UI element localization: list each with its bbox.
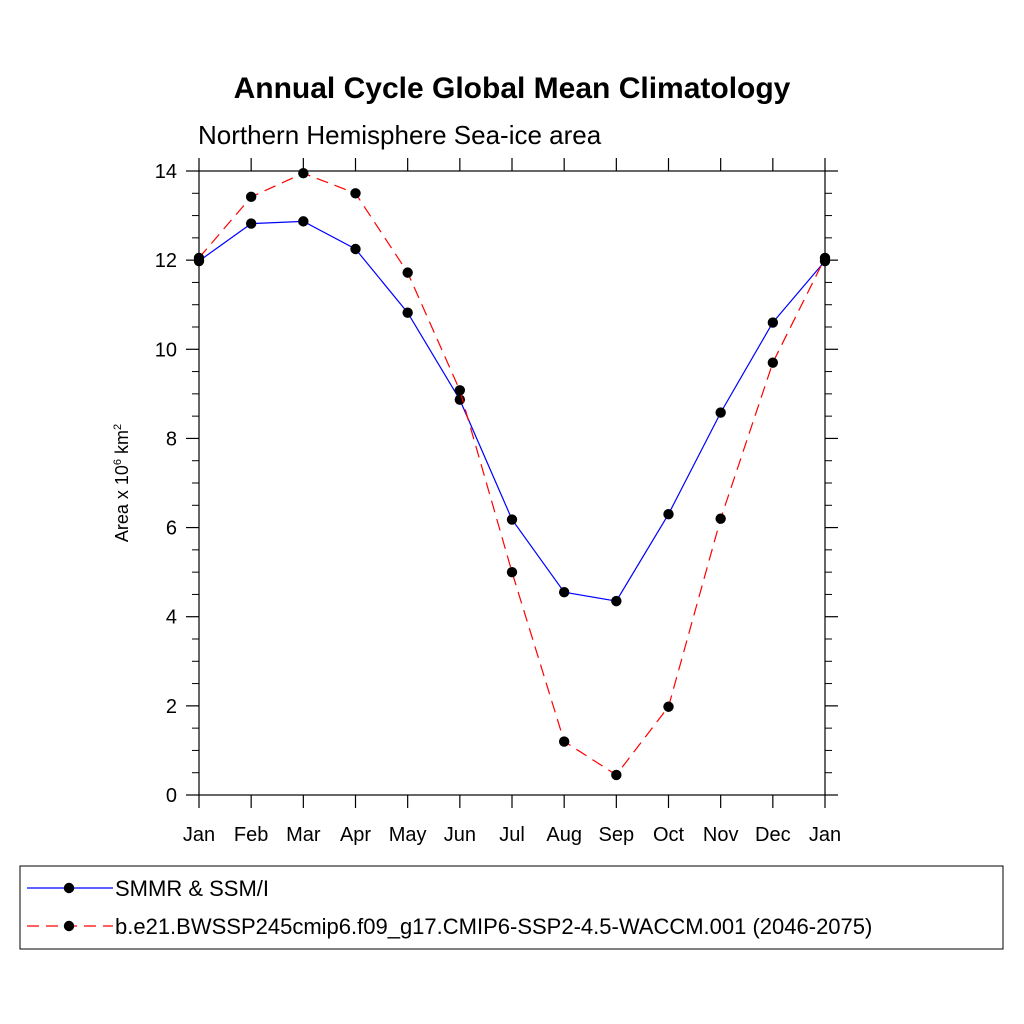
series-line-1 — [198, 220, 826, 602]
series-2-point — [767, 357, 779, 368]
x-tick-label: Jan — [183, 824, 215, 846]
x-tick-label: Sep — [599, 824, 635, 846]
y-axis-label-exp2: 2 — [112, 424, 124, 430]
y-tick-label: 2 — [166, 696, 177, 718]
series-1-point — [663, 509, 674, 520]
chart-title: Annual Cycle Global Mean Climatology — [234, 72, 791, 105]
plot-area-frame — [198, 170, 826, 796]
x-tick-label: Feb — [234, 824, 268, 846]
series-1-point — [298, 216, 309, 227]
y-tick-label: 6 — [166, 518, 177, 540]
x-tick-label: Nov — [703, 824, 739, 846]
series-1-point — [715, 407, 726, 418]
y-tick-labels: 0 2 4 6 8 10 12 14 — [155, 161, 177, 807]
y-tick-label: 0 — [166, 785, 177, 807]
x-tick-label: Dec — [755, 824, 791, 846]
legend-box — [19, 865, 1004, 950]
series-2-point — [558, 736, 570, 747]
y-axis-label-prefix: Area x 10 — [112, 465, 132, 542]
y-tick-label: 14 — [155, 161, 177, 183]
series-2-point — [454, 385, 466, 396]
legend-marker-2 — [63, 920, 75, 932]
series-1-point — [350, 243, 361, 255]
y-axis-label-mid: km — [112, 430, 132, 459]
legend-label-2: b.e21.BWSSP245cmip6.f09_g17.CMIP6-SSP2-4… — [115, 914, 872, 939]
x-tick-label: Jun — [444, 824, 476, 846]
series-2-point — [506, 566, 518, 578]
series-2-point — [193, 252, 205, 264]
series-layer — [193, 168, 831, 781]
series-2-point — [663, 701, 674, 712]
y-axis-label: Area x 106 km2 — [112, 424, 132, 542]
x-tick-label: Oct — [653, 824, 685, 846]
y-tick-label: 4 — [166, 607, 177, 629]
series-2-point — [298, 168, 309, 179]
series-2-point — [611, 769, 622, 781]
legend: SMMR & SSM/I b.e21.BWSSP245cmip6.f09_g17.… — [27, 876, 872, 939]
x-tick-label: May — [389, 824, 427, 846]
chart-subtitle: Northern Hemisphere Sea-ice area — [198, 120, 602, 150]
y-axis-label-exp1: 6 — [112, 459, 124, 465]
legend-marker-1 — [63, 882, 75, 894]
series-1-point — [506, 514, 518, 525]
series-1-point — [558, 587, 570, 598]
series-1-point — [454, 394, 466, 405]
y-tick-label: 8 — [166, 428, 177, 450]
x-tick-labels: Jan Feb Mar Apr May Jun Jul Aug Sep Oct Nov Dec Jan — [183, 824, 841, 846]
series-2-point — [715, 513, 726, 524]
series-2-point — [819, 252, 831, 264]
series-1-point — [402, 307, 413, 318]
y-tick-label: 12 — [155, 250, 177, 272]
axis-ticks — [186, 158, 838, 808]
x-tick-label: Apr — [340, 824, 371, 846]
x-tick-label: Aug — [546, 824, 582, 846]
x-tick-label: Mar — [286, 824, 321, 846]
x-tick-label: Jul — [499, 824, 525, 846]
series-2-point — [350, 188, 361, 199]
series-2-point — [245, 191, 257, 203]
series-1-point — [767, 317, 779, 328]
series-2-point — [402, 267, 413, 278]
y-tick-label: 10 — [155, 339, 177, 361]
legend-label-1: SMMR & SSM/I — [115, 876, 269, 901]
series-1-point — [245, 218, 257, 229]
series-1-point — [611, 595, 622, 607]
series-line-2 — [198, 172, 826, 776]
x-tick-label: Jan — [809, 824, 841, 846]
